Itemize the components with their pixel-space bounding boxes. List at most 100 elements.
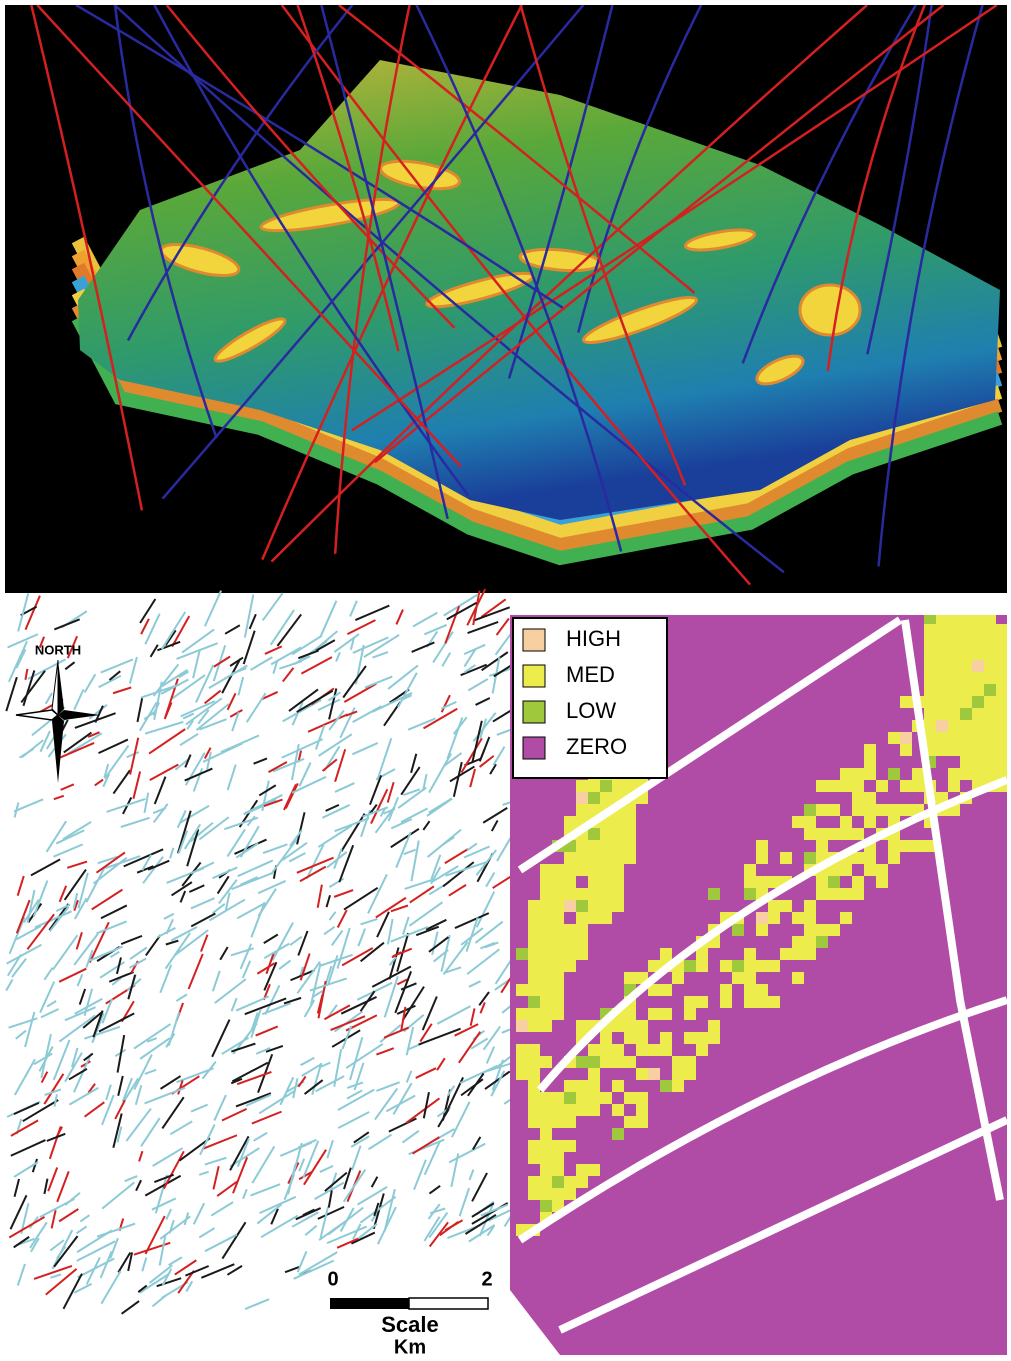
fracture	[68, 732, 103, 754]
legend-label: ZERO	[566, 734, 627, 759]
fracture	[76, 1240, 116, 1262]
fracture	[288, 688, 319, 712]
fracture	[400, 982, 417, 991]
fracture	[469, 1008, 476, 1026]
fracture	[198, 1170, 210, 1176]
fracture	[144, 613, 161, 645]
map-cell	[564, 960, 576, 972]
fracture	[323, 926, 336, 936]
map-cell	[936, 732, 948, 744]
fracture	[235, 995, 270, 1012]
map-cell	[588, 1164, 600, 1176]
fracture	[24, 595, 41, 630]
map-cell	[900, 732, 912, 744]
map-cell	[792, 816, 804, 828]
map-cell	[624, 804, 636, 816]
map-cell	[516, 1044, 528, 1056]
model-patch	[582, 295, 698, 345]
fracture	[190, 897, 215, 910]
fracture	[218, 879, 238, 905]
fracture	[178, 1137, 211, 1162]
fracture	[203, 689, 222, 705]
fracture	[372, 651, 389, 659]
fracture	[64, 1006, 96, 1022]
fracture	[158, 1233, 167, 1266]
fracture	[64, 661, 76, 671]
legend-swatch	[522, 628, 546, 652]
fracture	[411, 641, 435, 653]
fracture	[465, 917, 479, 952]
fracture	[95, 851, 126, 874]
map-cell	[924, 648, 936, 660]
map-cell	[972, 648, 984, 660]
map-cell	[864, 744, 876, 756]
fracture	[13, 798, 44, 813]
fracture	[212, 903, 226, 914]
fracture	[428, 753, 453, 794]
fracture	[479, 1001, 486, 1014]
fracture	[390, 818, 413, 830]
map-cell	[984, 732, 996, 744]
fracture	[101, 998, 113, 1024]
fracture	[349, 600, 358, 617]
map-cell	[576, 1056, 588, 1068]
fracture	[127, 974, 137, 1000]
map-cell	[528, 924, 540, 936]
fracture	[123, 1077, 140, 1102]
map-cell	[540, 1176, 552, 1188]
map-cell	[996, 636, 1007, 648]
fracture	[237, 859, 274, 878]
map-cell	[540, 1116, 552, 1128]
legend-label: LOW	[566, 698, 616, 723]
fracture	[397, 672, 418, 708]
map-cell	[792, 936, 804, 948]
fracture	[354, 604, 390, 621]
fracture	[103, 763, 110, 778]
fracture	[75, 1225, 88, 1235]
fracture	[329, 1172, 338, 1192]
fracture	[264, 984, 281, 1015]
fracture	[428, 1221, 449, 1248]
fracture	[296, 689, 334, 713]
model-layer	[71, 301, 1003, 553]
map-cell	[936, 696, 948, 708]
map-cell	[948, 660, 960, 672]
fracture	[24, 1011, 36, 1048]
fracture	[139, 1273, 170, 1294]
map-cell	[696, 1044, 708, 1056]
map-cell	[936, 615, 948, 624]
fracture	[92, 1010, 104, 1038]
map-cell	[936, 792, 948, 804]
well	[333, 5, 411, 554]
fracture	[44, 1088, 62, 1097]
map-cell	[552, 1152, 564, 1164]
map-cell	[744, 864, 756, 876]
map-cell	[852, 852, 864, 864]
fracture	[376, 1047, 395, 1056]
fracture	[84, 1101, 105, 1118]
map-cell	[924, 660, 936, 672]
map-cell	[636, 1092, 648, 1104]
fracture	[311, 990, 323, 999]
map-cell	[924, 600, 936, 612]
map-cell	[936, 684, 948, 696]
map-cell	[708, 1020, 720, 1032]
fracture	[419, 1023, 433, 1043]
fracture	[480, 941, 496, 950]
map-cell	[996, 708, 1007, 720]
map-cell	[660, 948, 672, 960]
map-cell	[804, 936, 816, 948]
fracture	[442, 752, 463, 768]
map-cell	[528, 1140, 540, 1152]
map-cell	[528, 1176, 540, 1188]
map-cell	[576, 888, 588, 900]
map-cell	[888, 852, 900, 864]
fracture	[214, 978, 247, 1004]
fracture	[258, 784, 277, 797]
fracture	[394, 971, 413, 1014]
fracture	[315, 1075, 345, 1093]
fracture	[53, 794, 65, 801]
fracture	[325, 894, 331, 908]
fracture	[302, 1140, 320, 1179]
fracture	[467, 620, 499, 635]
